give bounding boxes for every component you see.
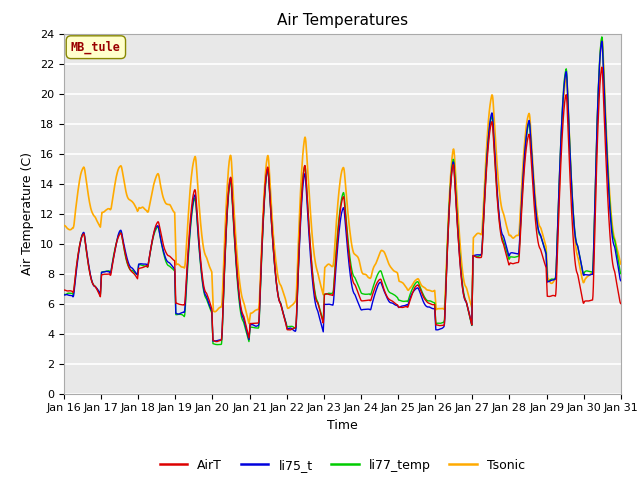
Legend: AirT, li75_t, li77_temp, Tsonic: AirT, li75_t, li77_temp, Tsonic [155, 454, 530, 477]
Tsonic [184, 220, 191, 226]
Tsonic [502, 220, 509, 226]
Tsonic [170, 209, 178, 215]
Tsonic [60, 223, 68, 228]
AirT [598, 64, 605, 70]
li75_t [429, 306, 437, 312]
li77_temp [213, 342, 221, 348]
AirT [246, 321, 254, 326]
AirT [184, 252, 191, 258]
li77_temp [429, 300, 437, 305]
li77_temp [551, 276, 559, 282]
Line: AirT: AirT [64, 67, 621, 342]
li77_temp [184, 262, 191, 268]
li77_temp [60, 291, 68, 297]
AirT [551, 293, 559, 299]
Text: MB_tule: MB_tule [71, 40, 121, 54]
li77_temp [617, 271, 625, 276]
AirT [502, 251, 509, 256]
Y-axis label: Air Temperature (C): Air Temperature (C) [22, 152, 35, 275]
X-axis label: Time: Time [327, 419, 358, 432]
AirT [212, 339, 220, 345]
li77_temp [170, 268, 178, 274]
li75_t [246, 322, 254, 328]
Tsonic [598, 36, 605, 41]
li75_t [209, 338, 217, 344]
li75_t [60, 292, 68, 298]
li75_t [551, 276, 559, 282]
AirT [617, 300, 625, 306]
Tsonic [245, 321, 253, 326]
li77_temp [598, 34, 605, 40]
Tsonic [429, 288, 437, 294]
AirT [429, 302, 437, 308]
Tsonic [246, 311, 254, 316]
Tsonic [617, 261, 625, 267]
li75_t [598, 38, 605, 44]
Tsonic [551, 276, 559, 282]
Line: li77_temp: li77_temp [64, 37, 621, 345]
li75_t [184, 257, 191, 263]
li75_t [170, 266, 178, 272]
li75_t [502, 242, 509, 248]
AirT [60, 287, 68, 293]
li77_temp [246, 324, 254, 330]
AirT [170, 258, 178, 264]
li75_t [617, 278, 625, 284]
Title: Air Temperatures: Air Temperatures [277, 13, 408, 28]
Line: Tsonic: Tsonic [64, 38, 621, 324]
li77_temp [502, 246, 509, 252]
Line: li75_t: li75_t [64, 41, 621, 341]
